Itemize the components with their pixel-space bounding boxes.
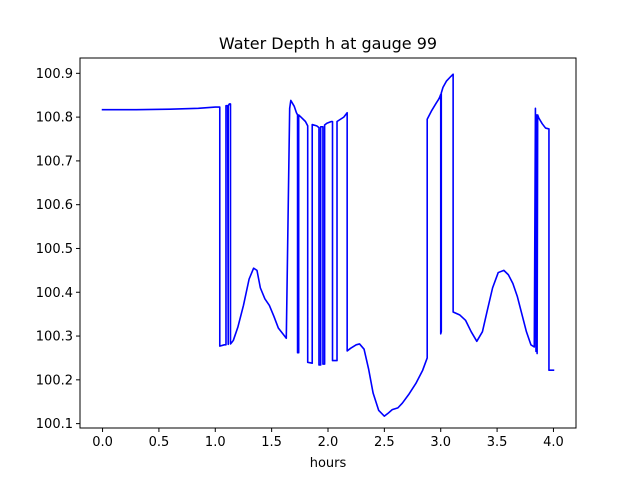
x-axis: 0.0 0.5 1.0 1.5 2.0 2.5 3.0 3.5 4.0 <box>92 428 564 450</box>
x-tick-label: 1.0 <box>205 435 226 450</box>
x-tick-label: 2.0 <box>318 435 339 450</box>
chart-title: Water Depth h at gauge 99 <box>219 34 437 53</box>
x-tick-label: 3.5 <box>487 435 508 450</box>
x-tick-label: 0.5 <box>149 435 170 450</box>
x-tick-label: 4.0 <box>543 435 564 450</box>
y-tick-label: 100.7 <box>36 154 73 169</box>
y-tick-label: 100.1 <box>36 417 73 432</box>
y-tick-label: 100.5 <box>36 242 73 257</box>
y-tick-label: 100.4 <box>36 286 73 301</box>
x-axis-label: hours <box>310 456 347 471</box>
series-line <box>101 73 555 417</box>
x-tick-label: 1.5 <box>261 435 282 450</box>
y-tick-label: 100.8 <box>36 111 73 126</box>
series-layer <box>101 73 555 417</box>
y-axis: 100.1 100.2 100.3 100.4 100.5 100.6 100.7 100.8… <box>36 67 80 432</box>
y-tick-label: 100.9 <box>36 67 73 82</box>
x-tick-label: 3.0 <box>430 435 451 450</box>
x-tick-label: 2.5 <box>374 435 395 450</box>
y-tick-label: 100.3 <box>36 330 73 345</box>
y-tick-label: 100.6 <box>36 198 73 213</box>
y-tick-label: 100.2 <box>36 373 73 388</box>
x-tick-label: 0.0 <box>92 435 113 450</box>
